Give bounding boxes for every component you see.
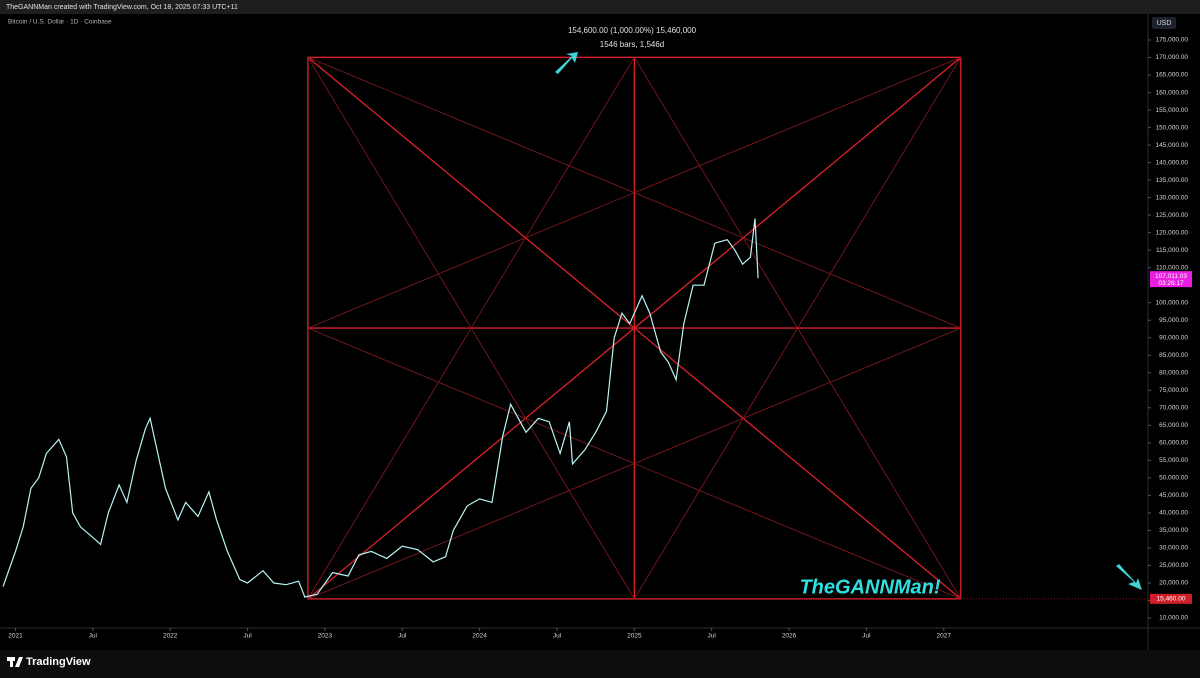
y-tick-label: 45,000.00 [1159, 492, 1188, 499]
plot [2, 218, 759, 598]
currency-box [1152, 17, 1176, 29]
y-tick-label: 170,000.00 [1155, 54, 1188, 61]
y-tick-label: 160,000.00 [1155, 89, 1188, 96]
span-label: 1546 bars, 1,546d [600, 40, 665, 49]
x-tick-label: Jul [553, 633, 562, 640]
y-tick-label: 30,000.00 [1159, 545, 1188, 552]
x-tick-label: 2022 [163, 633, 178, 640]
y-tick-label: 120,000.00 [1155, 229, 1188, 236]
x-tick-label: 2023 [318, 633, 333, 640]
gann-fan-line [307, 327, 961, 600]
y-tick-label: 115,000.00 [1156, 247, 1188, 254]
gann-box [307, 56, 1148, 600]
gann-fan-line [307, 57, 635, 600]
y-tick-label: 40,000.00 [1159, 510, 1188, 517]
x-tick-label: Jul [89, 633, 98, 640]
y-tick-label: 60,000.00 [1159, 440, 1188, 447]
y-tick-label: 75,000.00 [1159, 387, 1188, 394]
y-tick-label: 80,000.00 [1159, 370, 1188, 377]
y-tick-label: 20,000.00 [1159, 580, 1188, 587]
header-bar [0, 0, 1200, 14]
x-tick-label: Jul [708, 633, 717, 640]
y-tick-label: 85,000.00 [1159, 352, 1188, 359]
price-line [2, 218, 759, 598]
y-tick-label: 95,000.00 [1159, 317, 1188, 324]
y-tick-label: 175,000.00 [1155, 37, 1188, 44]
y-tick-label: 155,000.00 [1155, 107, 1188, 114]
y-tick-label: 10,000.00 [1159, 615, 1188, 622]
symbol-title: Bitcoin / U.S. Dollar · 1D · Coinbase [8, 19, 112, 26]
gann-fan-line [307, 56, 961, 329]
y-tick-label: 100,000.00 [1155, 299, 1188, 306]
x-tick-label: 2027 [937, 633, 952, 640]
y-tick-label: 110,000.00 [1156, 264, 1188, 271]
y-tick-label: 55,000.00 [1159, 457, 1188, 464]
x-tick-label: 2025 [627, 633, 642, 640]
x-tick-label: Jul [398, 633, 407, 640]
credit: TheGANNMan created with TradingView.com,… [6, 4, 238, 11]
gann-fan-line [633, 57, 962, 600]
y-tick-label: 165,000.00 [1155, 72, 1188, 79]
y-tick-label: 150,000.00 [1155, 124, 1188, 131]
currency: USD [1157, 20, 1172, 27]
current-price: 107,011.03 [1155, 273, 1187, 280]
low-price-tag [1150, 593, 1192, 604]
x-tick-label: Jul [862, 633, 871, 640]
x-tick-label: 2021 [8, 633, 23, 640]
y-tick-label: 50,000.00 [1159, 475, 1188, 482]
brand: TradingView [26, 656, 91, 668]
current-price-tag [1150, 271, 1192, 288]
low-price: 15,460.00 [1157, 596, 1186, 603]
y-tick-label: 125,000.00 [1155, 212, 1188, 219]
y-tick-label: 145,000.00 [1155, 142, 1188, 149]
y-tick-label: 25,000.00 [1159, 562, 1188, 569]
x-tick-label: Jul [243, 633, 252, 640]
countdown: 03:26:17 [1158, 280, 1184, 287]
footer-bar [0, 650, 1200, 678]
y-tick-label: 70,000.00 [1159, 405, 1188, 412]
tv-logo [7, 657, 23, 667]
x-tick-label: 2026 [782, 633, 797, 640]
y-tick-label: 140,000.00 [1155, 159, 1188, 166]
gann-diagonal [307, 56, 962, 600]
y-tick-label: 90,000.00 [1159, 334, 1188, 341]
y-tick-label: 135,000.00 [1155, 177, 1188, 184]
arrow [1116, 564, 1142, 590]
y-tick-label: 130,000.00 [1155, 194, 1188, 201]
x-tick-label: 2024 [472, 633, 487, 640]
arrow [555, 52, 578, 74]
watermark: TheGANNMan! [799, 576, 940, 598]
y-tick-label: 35,000.00 [1159, 527, 1188, 534]
y-tick-label: 65,000.00 [1159, 422, 1188, 429]
range-label: 154,600.00 (1,000.00%) 15,460,000 [568, 26, 697, 35]
